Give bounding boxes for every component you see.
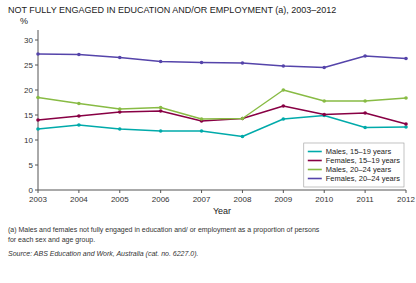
- legend-label: Females, 20–24 years: [326, 174, 400, 183]
- axes: 0 5 10 15 20 25 30 2003 2004 2005 2006 2007 2008 2009…: [20, 16, 415, 216]
- series-line: [38, 106, 406, 124]
- legend-swatch: [308, 151, 322, 153]
- y-tick: [35, 165, 38, 166]
- legend-swatch: [308, 169, 322, 171]
- series-line: [38, 90, 406, 119]
- y-tick-label: 0: [29, 186, 34, 195]
- footnote: Source: ABS Education and Work, Australi…: [8, 250, 199, 258]
- x-tick: [406, 190, 407, 193]
- title: NOT FULLY ENGAGED IN EDUCATION AND/OR EM…: [8, 5, 336, 15]
- x-tick: [201, 190, 202, 193]
- series: [36, 114, 408, 139]
- point: [200, 117, 204, 121]
- point: [36, 96, 40, 100]
- x-tick-label: 2006: [152, 195, 170, 204]
- x-tick-label: 2003: [29, 195, 47, 204]
- footnote: for each sex and age group.: [8, 236, 95, 244]
- point: [241, 135, 245, 139]
- point: [322, 99, 326, 103]
- point: [363, 126, 367, 130]
- x-tick-label: 2004: [70, 195, 88, 204]
- x-tick-label: 2008: [234, 195, 252, 204]
- point: [282, 64, 286, 68]
- point: [363, 54, 367, 58]
- y-tick-label: 15: [24, 111, 33, 120]
- y-tick-label: 5: [29, 161, 34, 170]
- point: [159, 109, 163, 113]
- legend-frame: [304, 143, 404, 187]
- point: [118, 56, 122, 60]
- point: [282, 117, 286, 121]
- point: [282, 88, 286, 92]
- x-tick-label: 2011: [357, 195, 375, 204]
- point: [282, 104, 286, 108]
- legend-swatch: [308, 160, 322, 162]
- point: [322, 66, 326, 70]
- point: [322, 113, 326, 117]
- x-tick: [324, 190, 325, 193]
- point: [118, 107, 122, 111]
- point: [159, 60, 163, 64]
- legend-label: Males, 15–19 years: [326, 147, 392, 156]
- y-tick: [35, 90, 38, 91]
- y-tick-label: 10: [24, 136, 33, 145]
- point: [77, 102, 81, 106]
- point: [77, 53, 81, 57]
- x-tick: [119, 190, 120, 193]
- x-tick: [78, 190, 79, 193]
- chart: NOT FULLY ENGAGED IN EDUCATION AND/OR EM…: [0, 0, 416, 283]
- point: [404, 96, 408, 100]
- point: [118, 127, 122, 131]
- legend-label: Males, 20–24 years: [326, 165, 392, 174]
- point: [363, 111, 367, 115]
- x-tick: [365, 190, 366, 193]
- series: [36, 104, 408, 126]
- series: [36, 88, 408, 121]
- legend: Males, 15–19 yearsFemales, 15–19 yearsMa…: [304, 143, 404, 187]
- point: [241, 117, 245, 121]
- point: [77, 114, 81, 118]
- x-tick: [242, 190, 243, 193]
- x-axis-label: Year: [213, 206, 231, 216]
- x-tick: [160, 190, 161, 193]
- y-tick-label: 30: [24, 36, 33, 45]
- legend-label: Females, 15–19 years: [326, 156, 400, 165]
- y-tick-label: 25: [24, 61, 33, 70]
- point: [241, 61, 245, 65]
- point: [159, 129, 163, 133]
- point: [200, 129, 204, 133]
- x-tick: [38, 190, 39, 193]
- x-tick-label: 2012: [397, 195, 415, 204]
- x-tick: [283, 190, 284, 193]
- point: [241, 117, 245, 121]
- point: [322, 114, 326, 118]
- y-tick: [35, 40, 38, 41]
- point: [200, 61, 204, 65]
- x-tick-label: 2010: [315, 195, 333, 204]
- series: [36, 52, 408, 69]
- point: [36, 118, 40, 122]
- series-line: [38, 54, 406, 68]
- point: [36, 52, 40, 56]
- point: [404, 57, 408, 61]
- y-tick: [35, 140, 38, 141]
- legend-swatch: [308, 178, 322, 180]
- y-tick: [35, 115, 38, 116]
- y-axis-label: %: [20, 16, 28, 26]
- point: [77, 123, 81, 127]
- point: [159, 106, 163, 110]
- point: [363, 99, 367, 103]
- footnote: (a) Males and females not fully engaged …: [8, 226, 320, 234]
- point: [404, 122, 408, 126]
- plot-area: [36, 52, 408, 138]
- x-axis-line: [38, 190, 406, 191]
- y-tick-label: 20: [24, 86, 33, 95]
- y-tick: [35, 65, 38, 66]
- x-tick-label: 2007: [193, 195, 211, 204]
- point: [36, 127, 40, 131]
- x-tick-label: 2005: [111, 195, 129, 204]
- x-tick-label: 2009: [274, 195, 292, 204]
